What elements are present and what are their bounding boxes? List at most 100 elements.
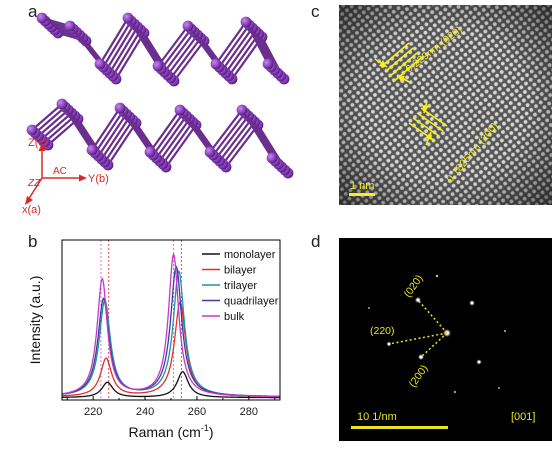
bond [100,116,131,160]
atom [56,98,68,110]
bond [69,25,101,65]
legend-label-trilayer: trilayer [224,280,257,292]
bond [91,107,121,151]
series-lines [61,252,281,399]
legend-label-bulk: bulk [224,311,245,323]
scale-bar-label: 1 nm [350,180,374,192]
y-axis-label: Y(b) [88,173,109,185]
bond [34,106,66,134]
y-axis-title: Intensity (a.u.) [27,276,43,365]
bond [179,109,211,153]
bond [187,25,217,65]
legend-box [198,244,278,324]
bond [218,118,253,162]
bond [169,37,202,79]
atom [94,58,106,70]
panel-label-a: a [28,2,38,21]
atom [236,104,248,116]
scale-bar-label: 10 1/nm [357,411,397,423]
lattice-spacing-top [374,42,422,83]
atom [204,146,216,158]
reciprocal-vectors [388,299,448,358]
atom [122,12,134,24]
zz-axis-label: ZZ [27,178,41,189]
bond [163,31,196,73]
bond [108,26,139,74]
bond [165,124,197,168]
panel-label-d: d [311,232,321,251]
bond [111,29,142,77]
ac-axis-label: AC [53,166,67,177]
x-tick-label: 220 [84,406,102,418]
x-axis-label: x(a) [22,204,41,216]
bond [61,103,93,151]
legend-label-monolayer: monolayer [224,249,276,261]
bond [37,109,70,137]
scale-bar [349,193,375,196]
x-axis-arrow [27,177,43,201]
series-line-bulk [61,252,280,397]
x-ticks: 220 240 260 280 [66,396,276,418]
bond [160,28,193,70]
bond [94,110,125,154]
bond [221,27,254,71]
bond [102,20,133,68]
bond [221,121,256,165]
bond [161,121,194,165]
panel-label-c: c [311,2,320,21]
bond [40,112,73,140]
series-line-monolayer [61,370,280,399]
bond [218,24,251,68]
bond [209,109,243,153]
atom [182,20,194,32]
legend-label-bilayer: bilayer [224,265,257,277]
bond [245,21,269,65]
bond [227,33,260,77]
lattice-spacing-bottom [408,100,448,146]
atom [262,58,274,70]
bond [166,34,199,76]
bond [107,122,137,166]
legend: monolayer bilayer trilayer quadrilayer bulk [198,244,279,324]
atom [36,12,48,24]
x-tick-label: 260 [188,406,206,418]
bond [97,113,128,157]
atom-lattice [26,12,294,179]
atom [86,144,98,156]
atom [174,104,186,116]
atom [64,20,76,32]
scale-bar [351,426,448,429]
bond [44,115,76,143]
bond [173,40,205,82]
atom [152,60,164,72]
bond [158,118,191,162]
bond [225,124,259,168]
bond [47,118,79,146]
bond [155,115,188,159]
bond [119,107,151,153]
z-axis-label: Z(c) [28,137,48,149]
spot-label-220: (220) [370,325,395,337]
raman-chart: 220 240 260 280 Intensity (a.u.) Raman (cm-… [27,239,281,440]
panel-label-b: b [28,232,38,251]
x-tick-label: 280 [240,406,258,418]
bond [212,112,247,156]
bond [215,115,250,159]
zone-axis-label: [001] [511,411,535,423]
saed-pattern: (020) (220) (200) 10 1/nm [001] [339,238,552,441]
bond [157,25,189,67]
crystal-structure-figure: Z(c) ZZ AC Y(b) x(a) [22,12,294,216]
bond [105,23,136,71]
bond [241,109,273,159]
atom [210,58,222,70]
bond [99,17,129,65]
bond [31,103,63,131]
bond [215,21,247,65]
x-tick-label: 240 [136,406,154,418]
atom [114,102,126,114]
bond [127,17,159,67]
axes-indicator: Z(c) ZZ AC Y(b) x(a) [22,137,109,216]
atom [144,146,156,158]
hrtem-image: 0.229nm (020) 0.1825nm (200) 1 nm [339,5,552,205]
atom [266,152,278,164]
